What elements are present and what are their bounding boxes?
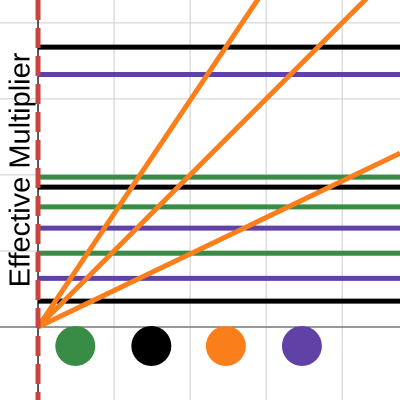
point [281, 326, 322, 367]
point [55, 326, 96, 367]
ray [35, 0, 261, 329]
point [131, 326, 172, 367]
ray [36, 150, 400, 330]
y-axis-label: Effective Multiplier [5, 52, 37, 287]
point [205, 326, 246, 367]
ray [36, 0, 369, 329]
